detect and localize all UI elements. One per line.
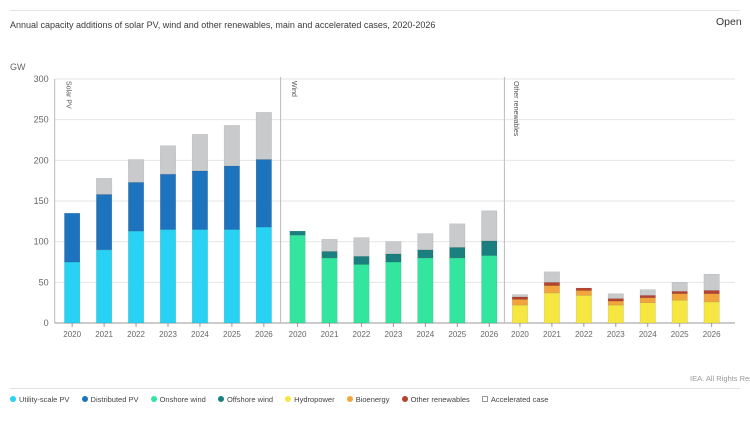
svg-text:200: 200 [34,155,49,165]
svg-text:150: 150 [34,196,49,206]
svg-text:2022: 2022 [575,330,593,339]
svg-text:2023: 2023 [607,330,625,339]
svg-text:100: 100 [34,237,49,247]
svg-text:2021: 2021 [543,330,561,339]
svg-text:300: 300 [34,74,49,84]
svg-text:2023: 2023 [159,330,177,339]
svg-text:2025: 2025 [448,330,466,339]
svg-text:2020: 2020 [63,330,81,339]
svg-text:2023: 2023 [385,330,403,339]
svg-text:2022: 2022 [353,330,371,339]
svg-text:2024: 2024 [416,330,434,339]
svg-text:Other renewables: Other renewables [512,81,519,137]
svg-text:2026: 2026 [255,330,273,339]
svg-text:2024: 2024 [639,330,657,339]
svg-text:2024: 2024 [191,330,209,339]
svg-text:2026: 2026 [703,330,721,339]
svg-text:50: 50 [39,277,49,287]
svg-text:2020: 2020 [511,330,529,339]
svg-text:2020: 2020 [289,330,307,339]
svg-text:2021: 2021 [95,330,113,339]
svg-text:2022: 2022 [127,330,145,339]
svg-text:Wind: Wind [290,81,297,97]
svg-text:0: 0 [44,318,49,328]
svg-text:2026: 2026 [480,330,498,339]
svg-text:2025: 2025 [671,330,689,339]
svg-text:Solar PV: Solar PV [64,81,71,109]
svg-text:2021: 2021 [321,330,339,339]
svg-text:250: 250 [34,115,49,125]
svg-text:2025: 2025 [223,330,241,339]
